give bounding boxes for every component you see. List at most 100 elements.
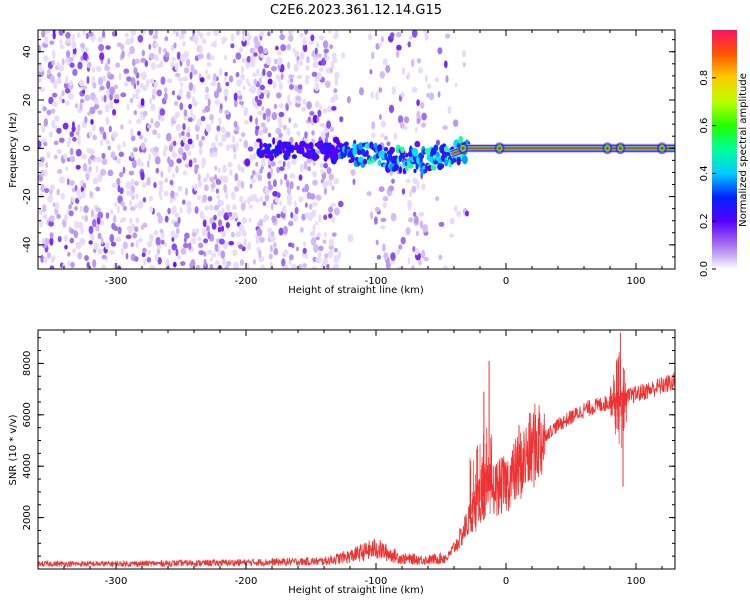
heatmap-cell <box>139 30 146 36</box>
heatmap-cell <box>239 259 245 266</box>
heatmap-cell <box>65 37 72 44</box>
heatmap-cell <box>130 30 137 37</box>
heatmap-cell <box>86 61 92 69</box>
heatmap-cell <box>329 126 335 133</box>
heatmap-cell <box>260 264 265 269</box>
heatmap-cell <box>132 93 136 99</box>
heatmap-cell <box>75 241 82 250</box>
heatmap-cell <box>49 131 53 138</box>
heatmap-cell <box>77 124 81 132</box>
heatmap-cell <box>88 166 92 172</box>
heatmap-cell <box>38 208 43 215</box>
heatmap-cell <box>324 80 331 89</box>
heatmap-cell <box>154 42 159 48</box>
heatmap-cell <box>175 124 182 132</box>
heatmap-cell <box>405 178 411 184</box>
heatmap-cell <box>389 32 395 38</box>
heatmap-cell <box>261 106 265 111</box>
heatmap-cell <box>137 158 142 167</box>
colorbar-tick-label: 0.8 <box>699 70 710 86</box>
figure-title: C2E6.2023.361.12.14.G15 <box>270 3 442 18</box>
heatmap-cell <box>221 207 225 216</box>
heatmap-cell <box>186 206 192 215</box>
track-blob <box>389 146 395 154</box>
heatmap-cell <box>188 103 193 110</box>
track-bulge-peak <box>605 146 609 150</box>
heatmap-cell <box>138 238 143 243</box>
heatmap-cell <box>237 91 242 96</box>
heatmap-cell <box>195 133 200 141</box>
heatmap-cell <box>75 148 82 157</box>
heatmap-cell <box>296 130 301 137</box>
heatmap-cell <box>315 194 322 201</box>
heatmap-cell <box>421 249 426 259</box>
heatmap-cell <box>214 243 219 252</box>
heatmap-cell <box>277 56 283 66</box>
heatmap-cell <box>75 164 81 170</box>
heatmap-cell <box>187 126 191 133</box>
heatmap-cell <box>99 220 105 226</box>
heatmap-cell <box>64 244 68 250</box>
heatmap-cell <box>376 254 382 260</box>
track-blob <box>262 142 268 148</box>
heatmap-cell <box>89 149 95 155</box>
heatmap-cell <box>163 145 168 152</box>
heatmap-cell <box>276 213 281 219</box>
heatmap-cell <box>59 176 65 184</box>
heatmap-cell <box>308 203 313 210</box>
track-blob <box>436 151 440 157</box>
heatmap-cell <box>186 200 192 208</box>
heatmap-cell <box>270 235 276 243</box>
heatmap-cell <box>213 90 219 99</box>
heatmap-cell <box>266 115 271 123</box>
heatmap-cell <box>159 108 166 116</box>
heatmap-cell <box>130 77 136 86</box>
heatmap-cell <box>287 61 291 70</box>
heatmap-cell <box>213 214 217 221</box>
heatmap-cell <box>461 50 467 58</box>
heatmap-cell <box>399 121 405 129</box>
heatmap-cell <box>380 217 387 223</box>
heatmap-cell <box>240 73 246 81</box>
heatmap-cell <box>240 180 245 189</box>
heatmap-cell <box>174 212 180 219</box>
heatmap-cell <box>249 183 253 189</box>
heatmap-cell <box>105 62 108 69</box>
heatmap-cell <box>186 131 191 138</box>
heatmap-cell <box>129 199 133 207</box>
heatmap-cell <box>270 202 274 211</box>
heatmap-cell <box>258 218 264 227</box>
heatmap-cell <box>156 133 161 139</box>
heatmap-cell <box>273 242 277 248</box>
heatmap-cell <box>46 151 51 159</box>
heatmap-cell <box>333 93 339 101</box>
heatmap-cell <box>298 196 304 203</box>
heatmap-cell <box>130 185 135 194</box>
heatmap-cell <box>66 178 70 186</box>
heatmap-cell <box>90 119 94 125</box>
heatmap-cell <box>135 88 141 94</box>
heatmap-cell <box>226 144 230 152</box>
heatmap-cell <box>135 217 140 224</box>
heatmap-cell <box>131 223 135 230</box>
heatmap-cell <box>105 45 111 50</box>
heatmap-cell <box>198 250 205 256</box>
heatmap-cell <box>210 142 216 148</box>
heatmap-cell <box>164 51 170 58</box>
heatmap-cell <box>166 78 173 84</box>
heatmap-cell <box>224 265 230 269</box>
heatmap-cell <box>428 92 435 101</box>
heatmap-cell <box>134 203 138 209</box>
heatmap-cell <box>243 199 247 205</box>
heatmap-cell <box>120 124 124 130</box>
heatmap-cell <box>267 78 273 85</box>
heatmap-y-axis-label: Frequency (Hz) <box>8 112 19 188</box>
heatmap-cell <box>44 237 50 246</box>
heatmap-cell <box>107 145 111 151</box>
heatmap-cell <box>245 77 249 84</box>
heatmap-cell <box>137 34 144 43</box>
heatmap-cell <box>396 31 402 38</box>
heatmap-cell <box>167 156 171 164</box>
heatmap-cell <box>188 242 192 250</box>
